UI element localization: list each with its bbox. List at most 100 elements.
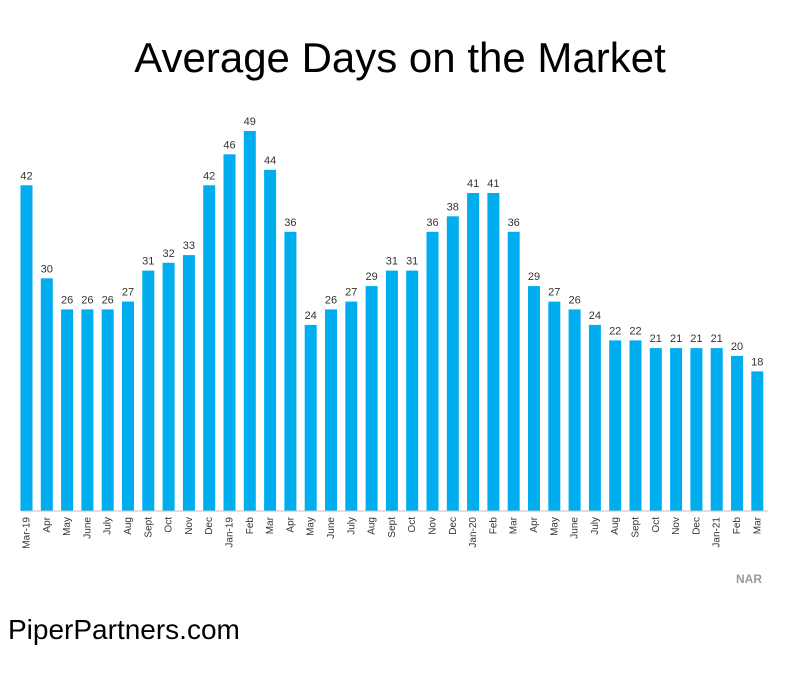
- value-label-31: 21: [650, 333, 662, 345]
- tick-label-6: Sept: [143, 517, 154, 538]
- tick-label-1: Apr: [42, 516, 53, 532]
- tick-label-33: Dec: [691, 517, 702, 535]
- value-label-1: 30: [41, 263, 53, 275]
- tick-label-22: Jan-20: [468, 517, 479, 548]
- value-label-21: 38: [447, 201, 459, 213]
- bar-36: [751, 371, 764, 511]
- value-label-15: 26: [325, 294, 337, 306]
- value-label-3: 26: [81, 294, 93, 306]
- bar-1: [40, 278, 53, 511]
- value-label-23: 41: [487, 178, 499, 190]
- value-label-29: 22: [609, 325, 621, 337]
- bar-18: [385, 270, 398, 511]
- bar-10: [223, 154, 236, 512]
- value-label-26: 27: [548, 287, 560, 299]
- value-label-28: 24: [589, 310, 601, 322]
- bar-8: [182, 255, 195, 511]
- tick-label-14: May: [306, 517, 317, 536]
- value-label-6: 31: [142, 256, 154, 268]
- tick-label-34: Jan-21: [712, 517, 723, 548]
- tick-label-23: Feb: [488, 517, 499, 535]
- tick-label-30: Sept: [631, 517, 642, 538]
- tick-label-21: Dec: [448, 517, 459, 535]
- tick-label-11: Feb: [245, 517, 256, 535]
- bar-24: [507, 231, 520, 512]
- tick-label-7: Oct: [164, 517, 175, 533]
- value-label-19: 31: [406, 256, 418, 268]
- bar-31: [649, 348, 662, 511]
- tick-label-24: Mar: [509, 516, 520, 534]
- bar-23: [487, 193, 500, 511]
- value-label-4: 26: [102, 294, 114, 306]
- tick-label-19: Oct: [407, 517, 418, 533]
- value-label-35: 20: [731, 341, 743, 353]
- value-label-2: 26: [61, 294, 73, 306]
- tick-label-20: Nov: [428, 517, 439, 535]
- bar-29: [609, 340, 622, 511]
- bar-34: [710, 348, 723, 511]
- bar-22: [467, 193, 480, 511]
- bar-5: [122, 301, 134, 511]
- tick-label-10: Jan-19: [225, 517, 236, 548]
- bar-17: [365, 286, 378, 511]
- bar-25: [528, 286, 540, 511]
- tick-label-8: Nov: [184, 517, 195, 535]
- value-label-14: 24: [305, 310, 317, 322]
- bar-15: [325, 309, 337, 511]
- tick-label-9: Dec: [204, 517, 215, 535]
- value-label-13: 36: [284, 217, 296, 229]
- value-label-24: 36: [508, 217, 520, 229]
- value-label-8: 33: [183, 240, 195, 252]
- value-label-27: 26: [568, 294, 580, 306]
- bar-2: [61, 309, 74, 511]
- bar-32: [670, 348, 683, 511]
- tick-label-13: Apr: [285, 516, 296, 532]
- value-label-0: 42: [20, 170, 32, 182]
- tick-label-12: Mar: [265, 516, 276, 534]
- tick-label-18: Sept: [387, 517, 398, 538]
- tick-label-31: Oct: [651, 517, 662, 533]
- brand-text: PiperPartners.com: [8, 614, 240, 645]
- tick-label-5: Aug: [123, 517, 134, 535]
- tick-label-36: Mar: [752, 516, 763, 534]
- tick-label-4: July: [103, 517, 114, 535]
- bar-20: [426, 231, 439, 512]
- tick-label-25: Apr: [529, 516, 540, 532]
- tick-label-15: June: [326, 517, 337, 539]
- bars: [20, 131, 764, 512]
- value-label-36: 18: [751, 356, 763, 368]
- bar-19: [406, 270, 419, 511]
- bar-3: [81, 309, 94, 511]
- bar-21: [446, 216, 459, 512]
- bar-30: [629, 340, 642, 511]
- bar-6: [142, 270, 155, 511]
- bar-28: [588, 324, 601, 511]
- bar-7: [162, 262, 175, 511]
- value-label-30: 22: [629, 325, 641, 337]
- bar-12: [264, 169, 277, 512]
- value-label-17: 29: [365, 271, 377, 283]
- bar-27: [568, 309, 581, 511]
- value-label-16: 27: [345, 287, 357, 299]
- value-label-33: 21: [690, 333, 702, 345]
- bar-14: [304, 324, 317, 511]
- value-label-5: 27: [122, 287, 134, 299]
- value-label-7: 32: [162, 248, 174, 260]
- value-label-34: 21: [711, 333, 723, 345]
- value-label-9: 42: [203, 170, 215, 182]
- bar-0: [20, 185, 33, 512]
- value-label-12: 44: [264, 155, 276, 167]
- value-label-22: 41: [467, 178, 479, 190]
- bar-11: [243, 131, 256, 511]
- bar-16: [345, 301, 358, 511]
- tick-label-27: June: [570, 517, 581, 539]
- tick-label-29: Aug: [610, 517, 621, 535]
- value-labels: 42 30 26 26 26 27 31 32 33 42 46 49 44 36 24 26 27 29 31 31…: [20, 116, 763, 368]
- tick-label-2: May: [62, 517, 73, 536]
- tick-label-26: May: [549, 517, 560, 536]
- x-axis-ticks: Mar-19 Apr May June July Aug Sept Oct Nov Dec Jan-…: [22, 516, 764, 548]
- bar-13: [284, 231, 297, 512]
- value-label-20: 36: [426, 217, 438, 229]
- value-label-10: 46: [223, 139, 235, 151]
